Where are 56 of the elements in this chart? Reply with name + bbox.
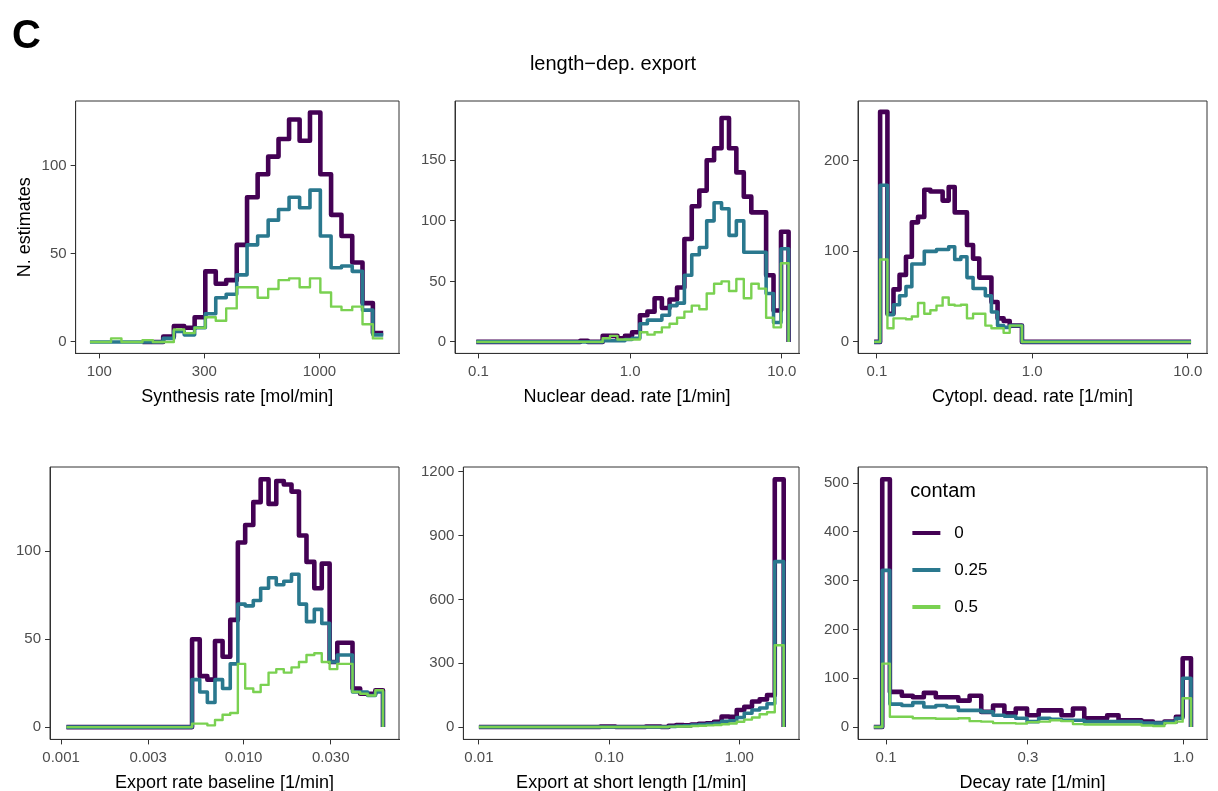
x-tick-label: 0.030 [311, 747, 350, 765]
x-axis-title: Export at short length [1/min] [516, 772, 747, 791]
y-tick-label: 50 [24, 629, 42, 647]
x-tick-label: 0.1 [875, 747, 897, 765]
y-tick-label: 0 [437, 332, 447, 350]
legend-label: 0.25 [954, 559, 988, 579]
x-axis-title: Cytopl. dead. rate [1/min] [931, 386, 1134, 407]
x-tick-label: 1.00 [724, 747, 754, 765]
y-tick-label: 200 [824, 619, 850, 637]
y-tick-label: 200 [824, 150, 850, 168]
y-tick-label: 100 [421, 210, 447, 228]
x-tick-label: 1.0 [619, 361, 641, 379]
legend-title: contam [910, 478, 976, 501]
y-tick-label: 0 [58, 332, 67, 350]
y-tick-label: 100 [16, 541, 42, 559]
y-tick-label: 900 [429, 525, 455, 543]
y-tick-label: 600 [429, 589, 455, 607]
x-tick-label: 0.01 [464, 747, 494, 765]
y-tick-label: 300 [429, 653, 455, 671]
y-tick-label: 0 [840, 717, 850, 735]
x-axis-title: Nuclear dead. rate [1/min] [523, 386, 731, 407]
legend-label: 0.5 [954, 596, 979, 616]
x-tick-label: 0.001 [42, 747, 80, 765]
x-tick-label: 0.010 [224, 747, 263, 765]
x-tick-label: 0.1 [468, 361, 489, 379]
y-tick-label: 400 [824, 522, 850, 540]
x-tick-label: 1.0 [1173, 747, 1194, 765]
x-tick-label: 300 [191, 361, 217, 379]
x-tick-label: 10.0 [1173, 361, 1203, 379]
y-axis-title: N. estimates [13, 177, 34, 278]
y-tick-label: 150 [421, 150, 447, 168]
y-tick-label: 0 [32, 717, 42, 735]
x-tick-label: 1000 [302, 361, 337, 379]
x-tick-label: 10.0 [767, 361, 797, 379]
x-tick-label: 100 [86, 361, 112, 379]
y-tick-label: 100 [41, 155, 67, 173]
y-tick-label: 300 [824, 570, 850, 588]
x-axis-title: Export rate baseline [1/min] [114, 772, 335, 791]
x-tick-label: 0.3 [1017, 747, 1039, 765]
y-tick-label: 100 [824, 668, 850, 686]
x-tick-label: 0.10 [594, 747, 624, 765]
chart-title: length−dep. export [528, 52, 698, 75]
y-tick-label: 50 [429, 271, 447, 289]
y-tick-label: 0 [840, 332, 850, 350]
y-tick-label: 500 [824, 473, 850, 491]
x-tick-label: 0.003 [129, 747, 167, 765]
y-tick-label: 0 [446, 717, 455, 735]
legend-label: 0 [954, 522, 964, 542]
x-tick-label: 0.1 [866, 361, 888, 379]
x-axis-title: Decay rate [1/min] [959, 772, 1106, 791]
x-tick-label: 1.0 [1021, 361, 1043, 379]
x-axis-title: Synthesis rate [mol/min] [141, 386, 334, 407]
y-tick-label: 100 [824, 241, 850, 259]
y-tick-label: 50 [49, 243, 67, 261]
text: C [12, 12, 41, 56]
y-tick-label: 1200 [420, 462, 455, 480]
